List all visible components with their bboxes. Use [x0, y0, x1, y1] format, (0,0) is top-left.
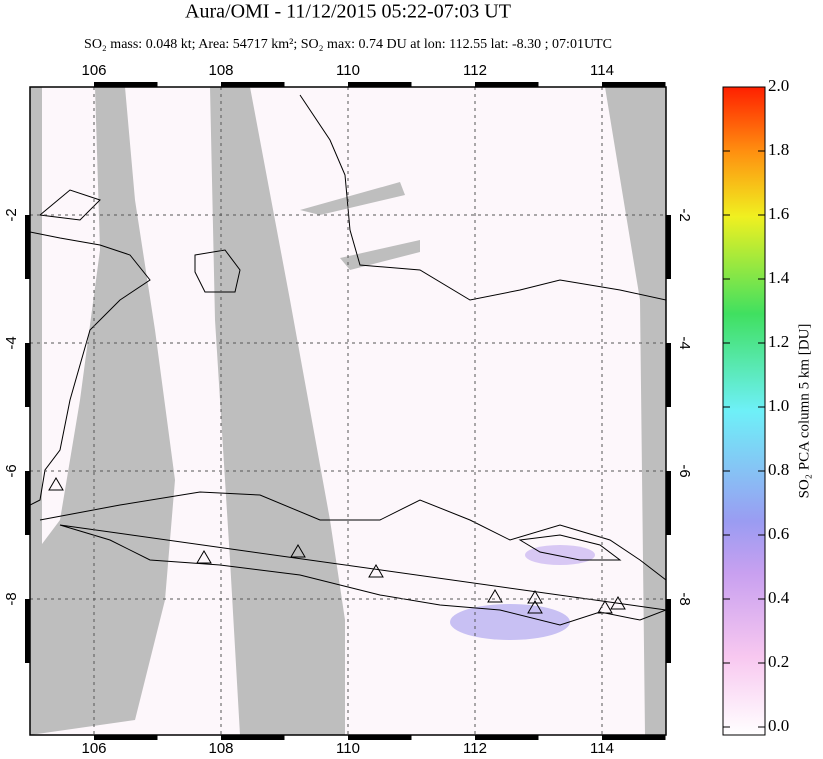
colorbar-tick-label: 1.6 — [768, 204, 789, 223]
lat-label: -6 — [676, 464, 693, 477]
lat-label: -8 — [676, 592, 693, 605]
volcanoes — [48, 477, 626, 614]
frame-tick — [94, 82, 158, 87]
subtitle: SO₂ mass: 0.048 kt; Area: 54717 km²; SO₂… — [84, 37, 612, 52]
frame-tick — [602, 82, 666, 87]
frame-tick — [25, 471, 30, 535]
missing-swath — [210, 87, 345, 735]
lon-label: 108 — [208, 62, 233, 79]
lat-label: -8 — [3, 592, 20, 605]
frame-tick — [221, 735, 285, 740]
map — [30, 87, 666, 735]
frame-tick — [348, 82, 412, 87]
colorbar-tick-label: 0.2 — [768, 652, 789, 671]
colorbar-tick-label: 1.4 — [768, 268, 790, 287]
colorbar-tick-label: 1.0 — [768, 396, 789, 415]
frame-tick — [25, 215, 30, 279]
lon-label: 114 — [590, 740, 614, 757]
frame-tick — [666, 343, 671, 407]
frame-tick — [475, 735, 539, 740]
colorbar-tick-label: 1.2 — [768, 332, 789, 351]
frame-tick — [94, 735, 158, 740]
frame-tick — [25, 599, 30, 663]
lon-label: 110 — [336, 740, 360, 757]
missing-swath — [300, 182, 405, 215]
frame-tick — [666, 215, 671, 279]
frame-tick — [348, 735, 412, 740]
lat-label: -2 — [3, 208, 20, 221]
so2-plume — [525, 545, 595, 565]
colorbar-tick-label: 1.8 — [768, 140, 789, 159]
lon-label: 106 — [81, 740, 106, 757]
colorbar-tick-label: 0.0 — [768, 716, 789, 735]
lon-label: 106 — [81, 62, 106, 79]
colorbar-tick-label: 0.4 — [768, 588, 790, 607]
lon-label: 112 — [463, 62, 487, 79]
lon-label: 112 — [463, 740, 487, 757]
colorbar — [722, 86, 766, 736]
colorbar-label: SO₂ PCA column 5 km [DU] — [796, 324, 812, 499]
colorbar-tick-label: 0.8 — [768, 460, 789, 479]
lat-label: -6 — [3, 464, 20, 477]
frame-tick — [25, 343, 30, 407]
so2-plume — [450, 604, 570, 640]
frame-tick — [602, 735, 666, 740]
frame-tick — [221, 82, 285, 87]
colorbar-tick-label: 0.6 — [768, 524, 789, 543]
missing-swath — [340, 240, 420, 270]
coastlines — [30, 94, 666, 626]
title: Aura/OMI - 11/12/2015 05:22-07:03 UT — [185, 1, 511, 23]
missing-swath — [30, 87, 175, 735]
colorbar-tick-label: 2.0 — [768, 76, 789, 95]
frame-tick — [475, 82, 539, 87]
missing-swath — [605, 87, 666, 735]
frame-tick — [666, 471, 671, 535]
lat-label: -4 — [3, 336, 20, 349]
lat-label: -4 — [676, 336, 693, 349]
lon-label: 108 — [208, 740, 233, 757]
frame-tick — [666, 599, 671, 663]
lat-label: -2 — [676, 208, 693, 221]
lon-label: 114 — [590, 62, 614, 79]
lon-label: 110 — [336, 62, 360, 79]
